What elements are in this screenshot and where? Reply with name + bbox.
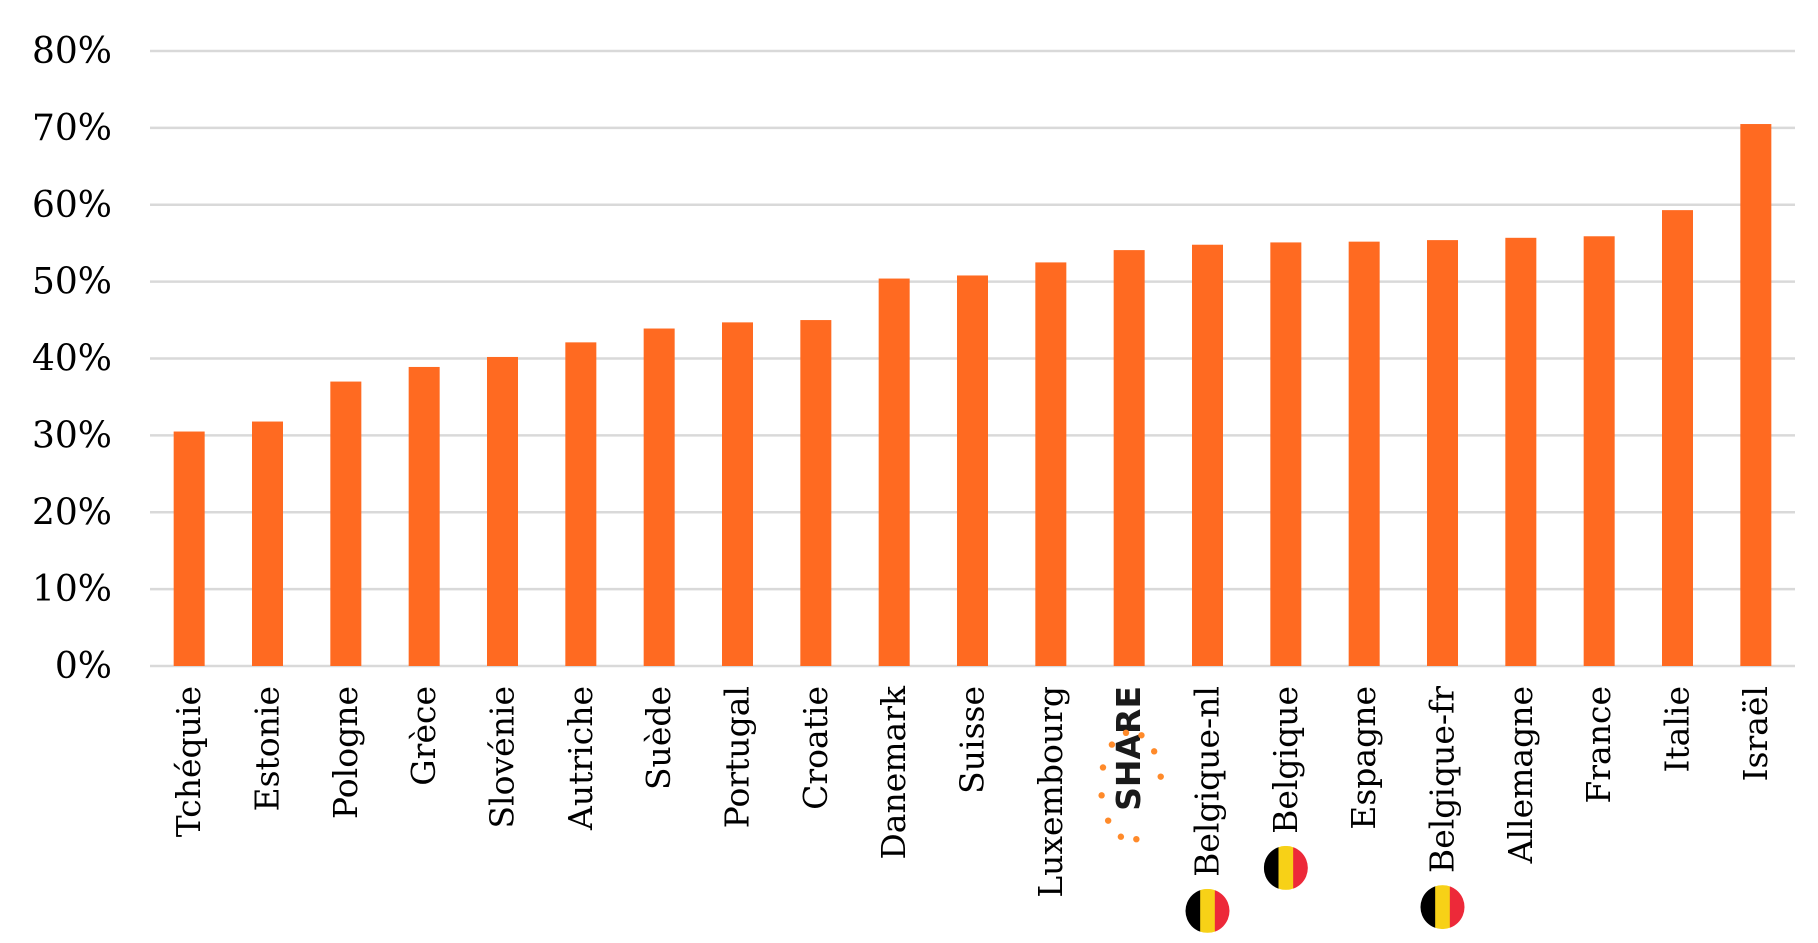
star-icon xyxy=(1138,732,1145,739)
bar xyxy=(1740,124,1772,666)
x-tick-label: Slovénie xyxy=(483,686,522,829)
x-tick-label: Israël xyxy=(1736,686,1775,782)
x-tick-label: Autriche xyxy=(561,686,600,831)
star-icon xyxy=(1122,729,1130,737)
bar xyxy=(722,322,753,666)
bar xyxy=(1035,262,1067,666)
bar xyxy=(1192,244,1223,666)
x-tick-label: Croatie xyxy=(796,686,835,810)
y-tick-label: 70% xyxy=(32,108,112,149)
belgium-flag-icon xyxy=(1420,885,1465,930)
star-icon xyxy=(1098,792,1105,799)
x-tick-label: Pologne xyxy=(326,686,365,819)
y-axis-ticks: 0% 10% 20% 30% 40% 50% 60% 70% 80% xyxy=(32,31,112,687)
y-tick-label: 60% xyxy=(32,185,112,226)
y-tick-label: 30% xyxy=(32,415,112,456)
bar xyxy=(487,356,518,666)
x-tick-label: Grèce xyxy=(404,686,443,786)
star-icon xyxy=(1133,835,1140,843)
star-icon xyxy=(1099,764,1107,771)
bars xyxy=(173,124,1772,667)
x-tick-label: France xyxy=(1579,686,1618,804)
star-icon xyxy=(1150,748,1158,755)
x-tick-label: Tchéquie xyxy=(169,686,208,837)
star-icon xyxy=(1157,773,1164,780)
x-tick-label: Espagne xyxy=(1344,686,1383,830)
bar xyxy=(957,275,988,666)
bar xyxy=(800,320,832,666)
y-tick-label: 40% xyxy=(32,339,112,380)
share-logo-label: SHARE xyxy=(1109,686,1148,811)
bar xyxy=(1662,210,1693,666)
bar xyxy=(330,381,362,666)
bar xyxy=(408,366,440,666)
belgium-flag-icon xyxy=(1185,888,1230,933)
bar xyxy=(1348,241,1380,666)
bar xyxy=(1427,240,1458,667)
star-icon xyxy=(1108,741,1116,748)
x-axis-ticks: Tchéquie Estonie Pologne Grèce Slovénie Autri… xyxy=(169,685,1775,898)
bar xyxy=(1505,237,1537,666)
star-icon xyxy=(1104,817,1112,824)
y-tick-label: 50% xyxy=(32,262,112,303)
x-tick-label: Estonie xyxy=(248,686,287,812)
x-tick-label: Danemark xyxy=(874,685,913,860)
x-tick-label: Italie xyxy=(1658,686,1697,773)
x-tick-label: Belgique xyxy=(1266,686,1305,834)
bar xyxy=(173,431,205,666)
x-tick-label: Suisse xyxy=(953,686,992,794)
bar xyxy=(252,421,283,666)
bar xyxy=(1583,236,1615,667)
bar xyxy=(878,278,910,666)
star-icon xyxy=(1117,833,1125,840)
y-tick-label: 10% xyxy=(32,569,112,610)
bar xyxy=(643,328,675,666)
category-markers xyxy=(1098,729,1465,933)
bar xyxy=(1113,250,1145,666)
x-tick-label: Belgique-nl xyxy=(1188,686,1227,877)
x-tick-label: Suède xyxy=(639,686,678,790)
y-tick-label: 20% xyxy=(32,492,112,533)
bar xyxy=(1270,242,1302,666)
y-tick-label: 0% xyxy=(55,646,112,687)
x-tick-label: Allemagne xyxy=(1501,686,1540,864)
bar xyxy=(565,342,597,666)
y-tick-label: 80% xyxy=(32,31,112,72)
x-tick-label: Portugal xyxy=(718,686,757,828)
x-tick-label: Luxembourg xyxy=(1031,686,1070,898)
share-stars-icon xyxy=(1098,729,1164,843)
x-tick-label: Belgique-fr xyxy=(1423,686,1462,873)
belgium-flag-icon xyxy=(1263,845,1308,890)
